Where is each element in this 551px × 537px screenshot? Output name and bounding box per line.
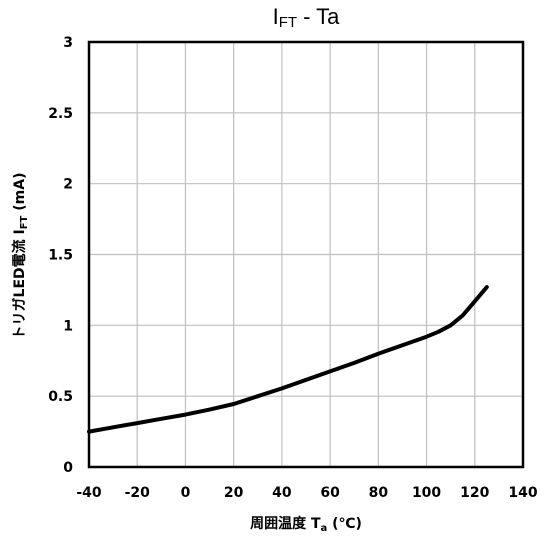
x-axis-label: 周囲温度 Ta (℃) [250, 515, 362, 534]
y-tick-labels: 0 0.5 1 1.5 2 2.5 3 [48, 35, 73, 476]
y-tick-label: 1 [63, 318, 73, 334]
y-tick-label: 0.5 [48, 389, 73, 405]
y-tick-label: 2 [63, 177, 73, 193]
x-tick-label: 100 [412, 485, 441, 501]
x-tick-label: 20 [224, 485, 244, 501]
x-tick-label: 120 [460, 485, 489, 501]
y-tick-label: 1.5 [48, 248, 73, 264]
series-line [87, 285, 489, 434]
grid [88, 41, 524, 468]
y-tick-label: 3 [63, 35, 73, 51]
x-tick-label: 40 [272, 485, 292, 501]
x-tick-label: 80 [369, 485, 389, 501]
plot-frame [87, 40, 525, 469]
x-tick-label: -40 [76, 485, 102, 501]
x-tick-label: -20 [125, 485, 151, 501]
x-tick-label: 60 [320, 485, 340, 501]
x-tick-label: 0 [181, 485, 191, 501]
y-tick-label: 0 [63, 460, 73, 476]
x-tick-labels: -40 -20 0 20 40 60 80 100 120 140 [76, 485, 538, 501]
chart-title: IFT - Ta [273, 4, 341, 31]
x-tick-label: 140 [508, 485, 537, 501]
y-tick-label: 2.5 [48, 106, 73, 122]
y-axis-label: トリガLED電流 IFT (mA) [11, 173, 30, 340]
